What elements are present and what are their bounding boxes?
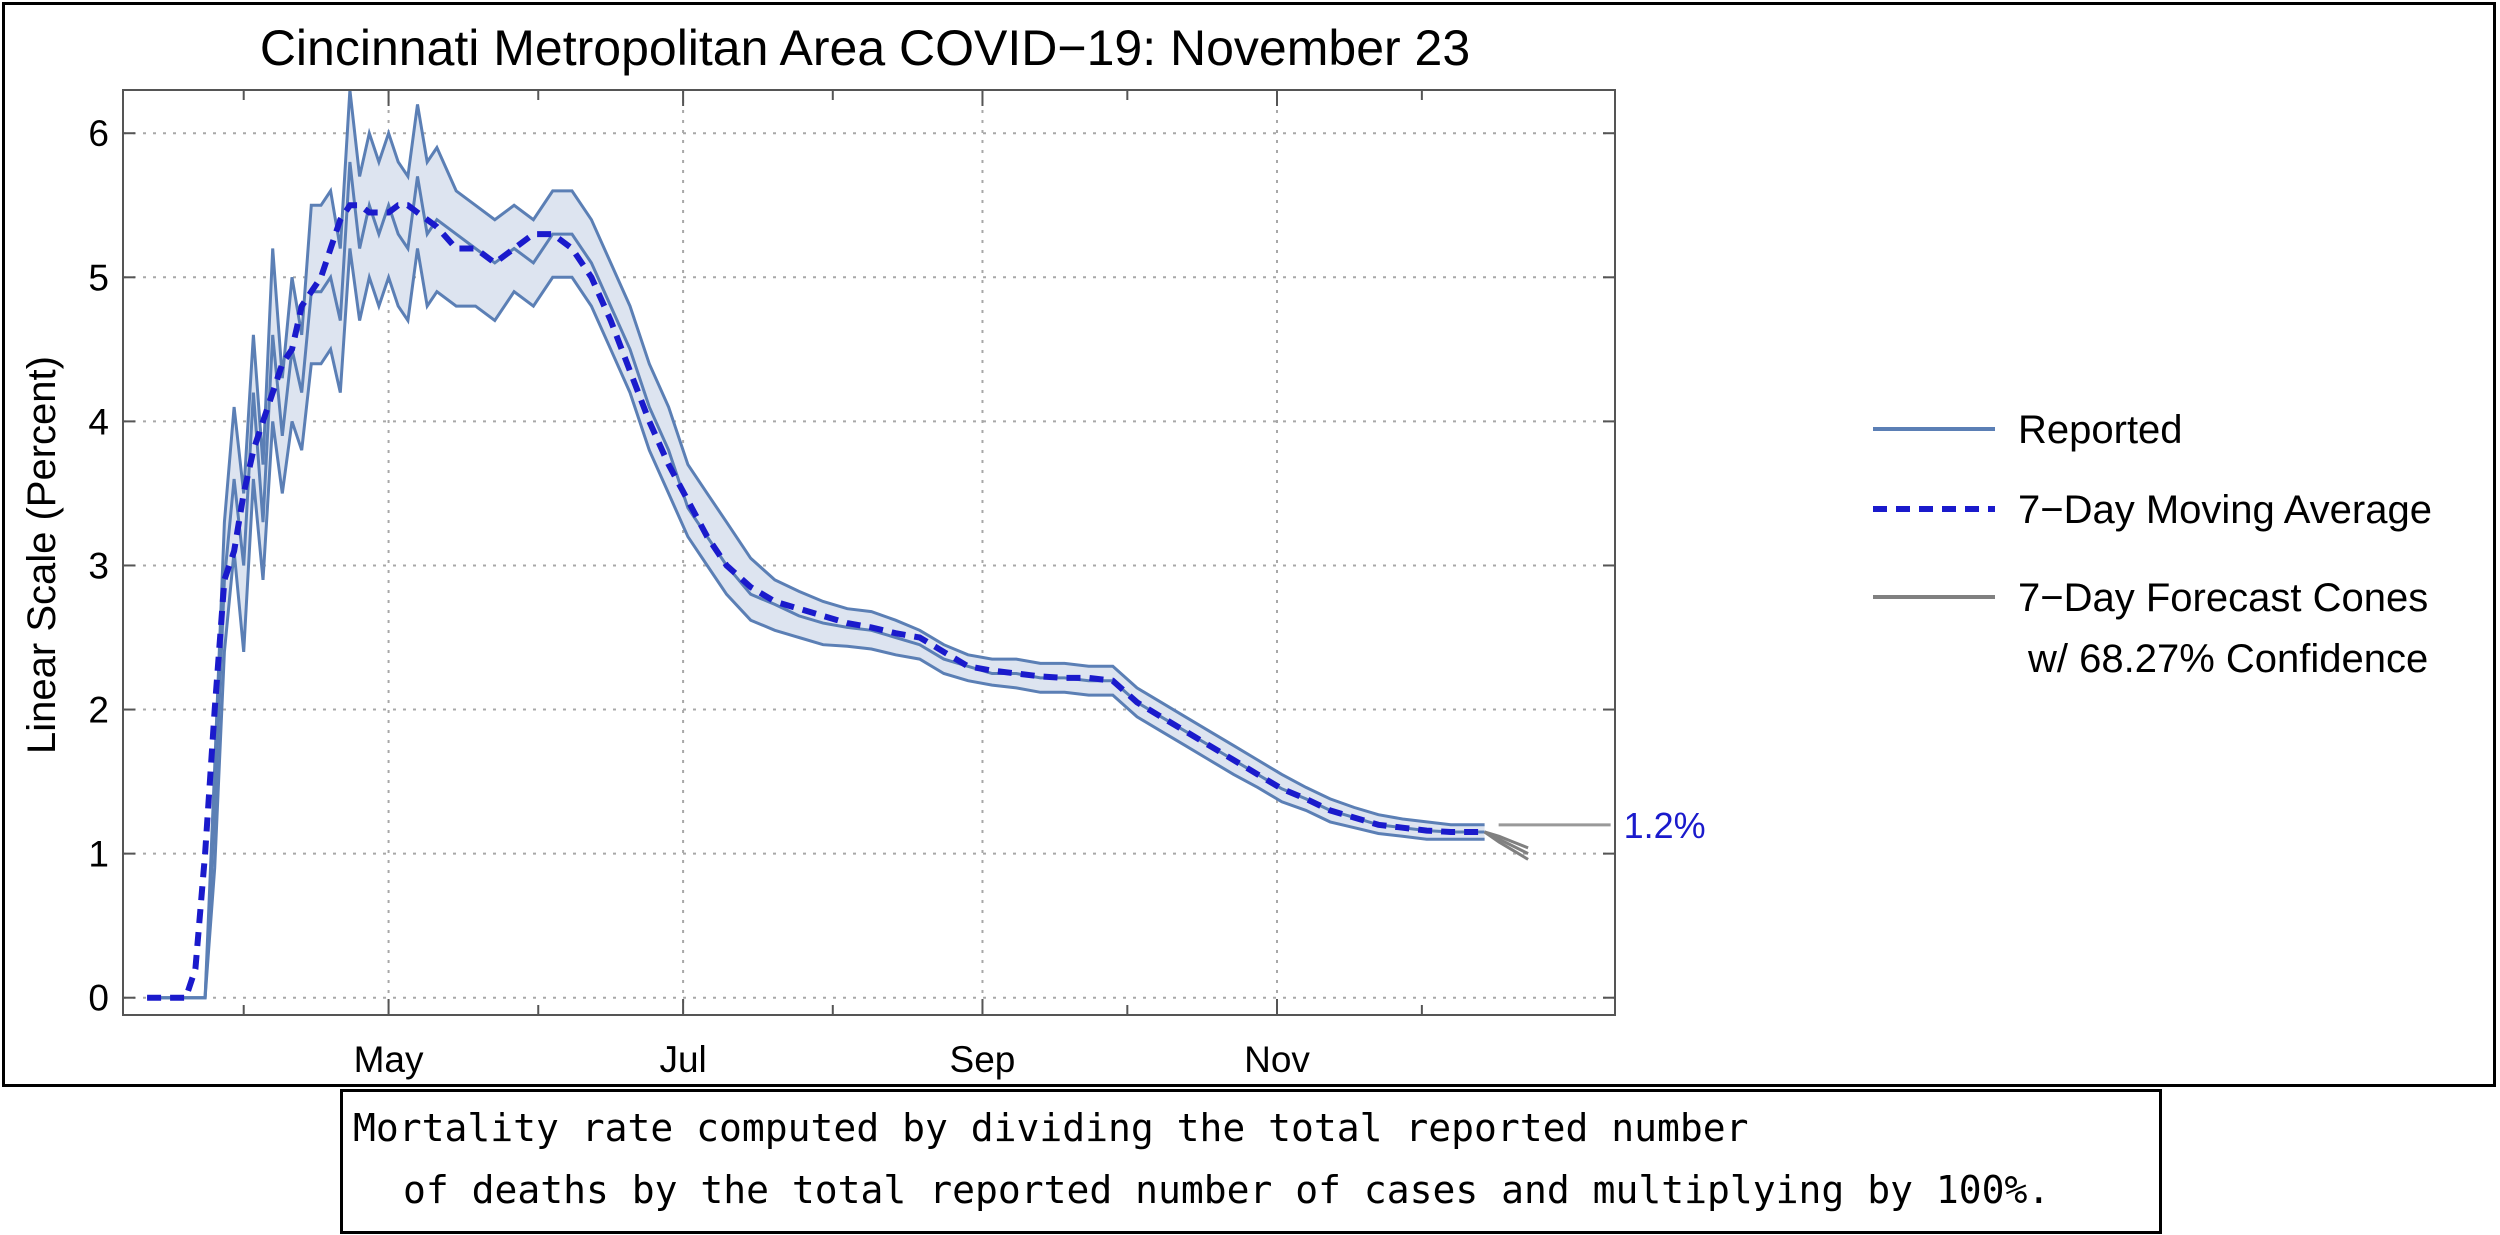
annotation-label: 1.2% [1624, 805, 1706, 846]
legend-label-forecast-cones: 7−Day Forecast Cones [2018, 576, 2428, 620]
x-tick-label: Nov [1244, 1039, 1310, 1080]
legend: Reported 7−Day Moving Average 7−Day Fore… [1873, 408, 2432, 681]
chart-frame: Cincinnati Metropolitan Area COVID−19: N… [2, 2, 2496, 1087]
confidence-band-layer [147, 89, 1485, 1000]
y-tick-label: 0 [88, 978, 109, 1019]
confidence-band-upper-edge [147, 89, 1485, 1000]
confidence-band-lower-edge [147, 248, 1485, 1000]
y-tick-label: 6 [88, 113, 109, 154]
moving-average-series-line [147, 202, 1485, 1001]
y-tick-label: 5 [88, 257, 109, 298]
annotation-layer: 1.2% [1498, 805, 1706, 846]
legend-label-reported: Reported [2018, 408, 2183, 452]
reported-series-line [147, 161, 1485, 1000]
series-layer [147, 161, 1529, 1001]
x-tick-label: Jul [659, 1039, 706, 1080]
axes-layer: 0 1 2 3 4 5 6 May Jul Sep Nov [88, 89, 1616, 1080]
plot-frame [122, 89, 1616, 1016]
y-tick-label: 3 [88, 545, 109, 586]
legend-label-forecast-confidence: w/ 68.27% Confidence [2027, 637, 2428, 681]
chart-canvas: Cincinnati Metropolitan Area COVID−19: N… [20, 20, 2432, 1080]
x-tick-label: May [354, 1039, 424, 1080]
y-tick-label: 2 [88, 690, 109, 731]
forecast-cone-lower [1483, 830, 1529, 861]
methodology-note: Mortality rate computed by dividing the … [340, 1089, 2162, 1234]
grid-layer [123, 90, 1615, 1015]
y-axis-label: Linear Scale (Percent) [20, 356, 64, 754]
confidence-band-area [147, 90, 1485, 998]
note-line-2: of deaths by the total reported number o… [403, 1168, 2051, 1212]
chart-title: Cincinnati Metropolitan Area COVID−19: N… [260, 20, 1470, 76]
y-tick-label: 1 [88, 834, 109, 875]
note-line-1: Mortality rate computed by dividing the … [353, 1106, 1749, 1150]
x-tick-label: Sep [950, 1039, 1016, 1080]
y-tick-label: 4 [88, 401, 109, 442]
legend-label-moving-average: 7−Day Moving Average [2018, 488, 2432, 532]
